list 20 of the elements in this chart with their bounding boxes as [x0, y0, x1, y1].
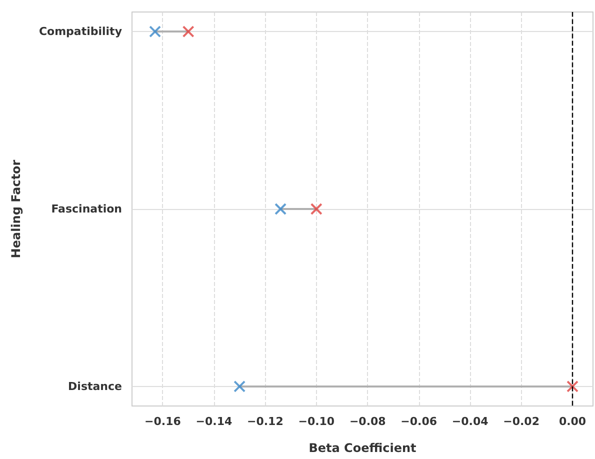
point: [310, 203, 322, 215]
x-tick-label: −0.06: [400, 415, 438, 428]
x-tick-label: −0.08: [349, 415, 386, 428]
x-tick-label: −0.10: [298, 415, 335, 428]
x-axis-title: Beta Coefficient: [308, 441, 417, 455]
y-tick-label: Fascination: [51, 202, 122, 216]
x-tick-label: −0.02: [503, 415, 540, 428]
point: [182, 26, 194, 38]
x-tick-label: −0.04: [452, 415, 489, 428]
point: [566, 380, 579, 392]
point: [274, 203, 287, 215]
y-tick-label: Distance: [68, 380, 122, 393]
point: [234, 380, 246, 392]
x-tick-label: −0.16: [144, 415, 182, 428]
point: [149, 26, 162, 38]
x-tick-label: −0.12: [247, 415, 284, 428]
x-tick-label: 0.00: [558, 415, 586, 428]
y-tick-label: Compatibility: [38, 25, 122, 38]
y-axis-title: Healing Factor: [9, 160, 23, 258]
x-tick-label: −0.14: [196, 415, 232, 428]
